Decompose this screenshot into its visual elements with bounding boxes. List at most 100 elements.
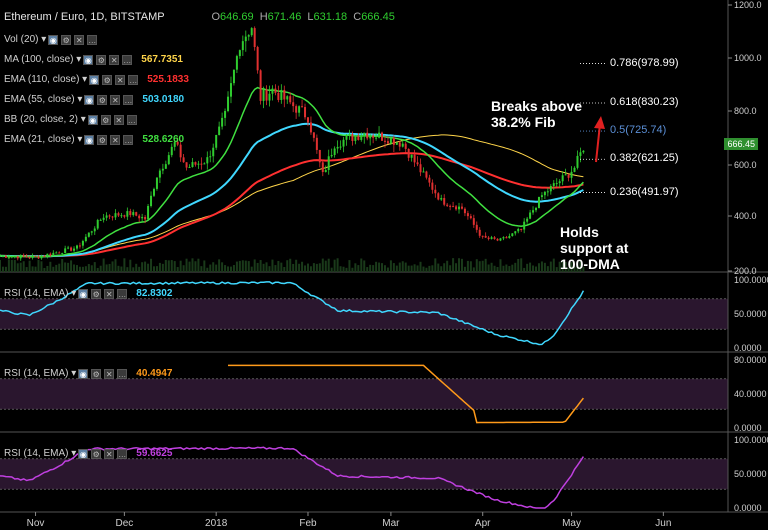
volume-bar — [378, 262, 381, 272]
indicator-0[interactable]: Vol (20) ▾ ◉ ⚙ ✕… — [4, 34, 98, 45]
close-icon[interactable]: ✕ — [115, 74, 126, 85]
rsi-value: 40.4947 — [136, 368, 173, 379]
candle-body — [73, 248, 76, 251]
more-icon[interactable]: … — [123, 94, 134, 105]
more-icon[interactable]: … — [128, 74, 139, 85]
chart-title[interactable]: Ethereum / Euro, 1D, BITSTAMP — [4, 11, 165, 23]
volume-bar — [221, 262, 224, 272]
close-icon[interactable]: ✕ — [74, 34, 85, 45]
indicator-label[interactable]: Vol (20) ▾ — [4, 34, 47, 45]
candle-body — [449, 205, 452, 207]
more-icon[interactable]: … — [123, 134, 134, 145]
close-icon[interactable]: ✕ — [110, 134, 121, 145]
volume-bar — [58, 263, 61, 272]
volume-bar — [256, 262, 259, 272]
candle-body — [324, 169, 327, 173]
eye-icon[interactable]: ◉ — [78, 368, 89, 379]
eye-icon[interactable]: ◉ — [78, 448, 89, 459]
close-icon[interactable]: ✕ — [113, 114, 124, 125]
close-icon[interactable]: ✕ — [110, 94, 121, 105]
more-icon[interactable]: … — [117, 368, 128, 379]
close-icon[interactable]: ✕ — [109, 54, 120, 65]
candle-body — [147, 205, 150, 220]
volume-bar — [511, 264, 514, 272]
eye-icon[interactable]: ◉ — [89, 74, 100, 85]
eye-icon[interactable]: ◉ — [84, 94, 95, 105]
close-icon[interactable]: ✕ — [104, 288, 115, 299]
rsi-label-text[interactable]: RSI (14, EMA) ▾ — [4, 288, 77, 299]
close-icon[interactable]: ✕ — [104, 368, 115, 379]
gear-icon[interactable]: ⚙ — [91, 368, 102, 379]
candle-body — [253, 28, 256, 48]
indicator-5[interactable]: EMA (21, close) ▾ ◉ ⚙ ✕… 528.6260 — [4, 134, 184, 145]
candle-body — [43, 255, 46, 257]
gear-icon[interactable]: ⚙ — [61, 34, 72, 45]
candle-body — [348, 134, 351, 136]
eye-icon[interactable]: ◉ — [48, 34, 59, 45]
gear-icon[interactable]: ⚙ — [91, 288, 102, 299]
volume-bar — [70, 260, 73, 272]
candle-body — [555, 183, 558, 185]
rsi-label-text[interactable]: RSI (14, EMA) ▾ — [4, 448, 77, 459]
candle-body — [102, 217, 105, 220]
candle-body — [398, 142, 401, 147]
gear-icon[interactable]: ⚙ — [97, 134, 108, 145]
gear-icon[interactable]: ⚙ — [96, 54, 107, 65]
close-icon[interactable]: ✕ — [104, 448, 115, 459]
gear-icon[interactable]: ⚙ — [97, 94, 108, 105]
rsi-label-0[interactable]: RSI (14, EMA) ▾ ◉ ⚙ ✕… 82.8302 — [4, 288, 172, 299]
more-icon[interactable]: … — [122, 54, 133, 65]
volume-bar — [262, 263, 265, 272]
candle-body — [339, 146, 342, 148]
annotation-holds-text: Holds support at 100-DMA — [560, 224, 629, 272]
more-icon[interactable]: … — [126, 114, 137, 125]
candle-body — [434, 189, 437, 194]
candle-body — [537, 196, 540, 208]
gear-icon[interactable]: ⚙ — [91, 448, 102, 459]
volume-bar — [351, 267, 354, 272]
y-tick-label: 800.0 — [734, 106, 757, 116]
rsi-label-1[interactable]: RSI (14, EMA) ▾ ◉ ⚙ ✕… 40.4947 — [4, 368, 172, 379]
volume-bar — [526, 263, 529, 272]
candle-body — [90, 231, 93, 233]
indicator-label[interactable]: EMA (21, close) ▾ — [4, 134, 83, 145]
volume-bar — [567, 267, 570, 272]
volume-bar — [312, 263, 315, 272]
volume-bar — [81, 266, 84, 272]
more-icon[interactable]: … — [87, 34, 98, 45]
volume-bar — [247, 261, 250, 272]
indicator-2[interactable]: EMA (110, close) ▾ ◉ ⚙ ✕… 525.1833 — [4, 74, 189, 85]
candle-body — [58, 252, 61, 254]
candle-body — [232, 69, 235, 84]
candle-body — [120, 215, 123, 217]
volume-bar — [244, 260, 247, 272]
indicator-4[interactable]: BB (20, close, 2) ▾ ◉ ⚙ ✕… — [4, 114, 138, 125]
volume-bar — [345, 267, 348, 272]
indicator-1[interactable]: MA (100, close) ▾ ◉ ⚙ ✕… 567.7351 — [4, 54, 183, 65]
candle-body — [520, 228, 523, 230]
candle-body — [493, 237, 496, 239]
gear-icon[interactable]: ⚙ — [100, 114, 111, 125]
candle-body — [200, 163, 203, 165]
more-icon[interactable]: … — [117, 288, 128, 299]
indicator-label[interactable]: EMA (110, close) ▾ — [4, 74, 88, 85]
candle-body — [475, 224, 478, 230]
eye-icon[interactable]: ◉ — [87, 114, 98, 125]
volume-bar — [179, 260, 182, 272]
more-icon[interactable]: … — [117, 448, 128, 459]
candle-body — [22, 255, 25, 257]
eye-icon[interactable]: ◉ — [78, 288, 89, 299]
candle-body — [265, 89, 268, 101]
eye-icon[interactable]: ◉ — [84, 134, 95, 145]
indicator-label[interactable]: BB (20, close, 2) ▾ — [4, 114, 86, 125]
eye-icon[interactable]: ◉ — [83, 54, 94, 65]
rsi-label-2[interactable]: RSI (14, EMA) ▾ ◉ ⚙ ✕… 59.6625 — [4, 448, 172, 459]
indicator-3[interactable]: EMA (55, close) ▾ ◉ ⚙ ✕… 503.0180 — [4, 94, 184, 105]
candle-body — [526, 218, 529, 222]
gear-icon[interactable]: ⚙ — [102, 74, 113, 85]
rsi-label-text[interactable]: RSI (14, EMA) ▾ — [4, 368, 77, 379]
indicator-label[interactable]: EMA (55, close) ▾ — [4, 94, 83, 105]
volume-bar — [543, 262, 546, 272]
indicator-label[interactable]: MA (100, close) ▾ — [4, 54, 82, 65]
candle-body — [61, 253, 64, 255]
